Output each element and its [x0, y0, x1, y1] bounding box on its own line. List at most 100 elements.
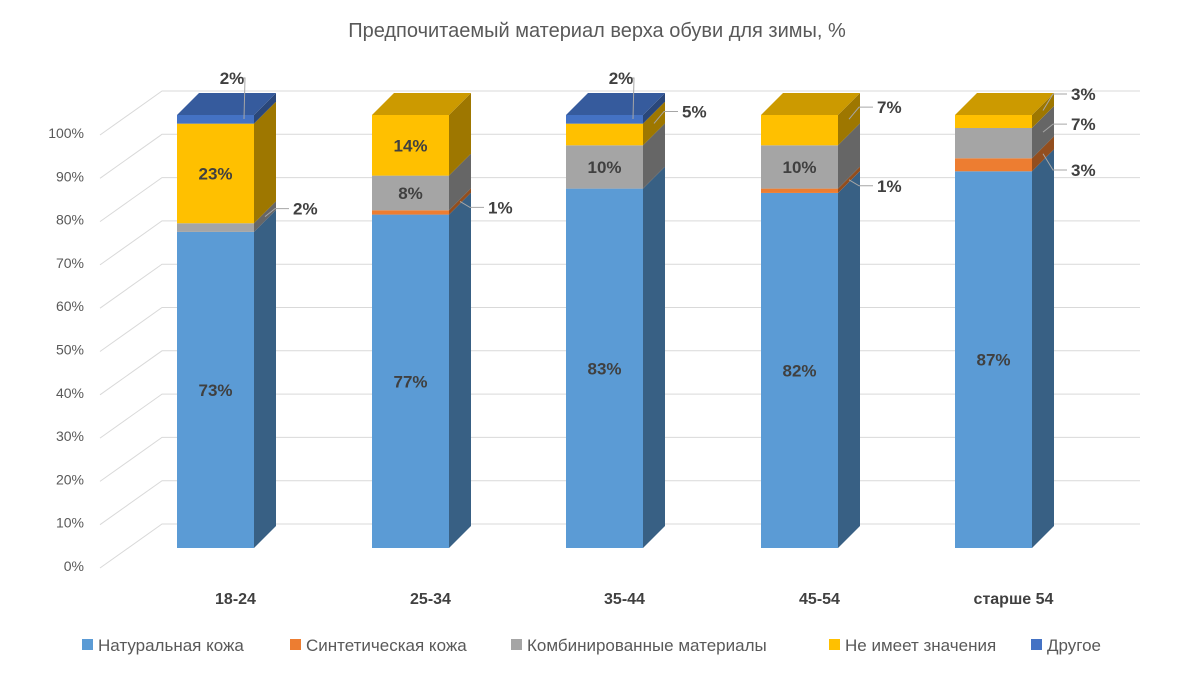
legend-label: Не имеет значения — [845, 636, 996, 655]
leader-line — [848, 179, 873, 187]
data-label: 87% — [976, 351, 1010, 370]
bar-segment-side — [1032, 149, 1054, 549]
bar-segment — [761, 115, 838, 146]
bar-segment — [566, 188, 643, 549]
leader-line — [653, 110, 678, 124]
leader-line — [237, 77, 246, 120]
leader-line — [1042, 93, 1067, 111]
bar-segment — [372, 214, 449, 548]
y-tick-label: 40% — [56, 385, 84, 401]
bar-top — [566, 93, 665, 115]
data-label: 1% — [877, 177, 902, 196]
legend-label: Другое — [1047, 636, 1101, 655]
bar-segment — [177, 231, 254, 548]
bar-segment — [372, 210, 449, 215]
bar-segment-side — [449, 153, 471, 211]
data-label: 77% — [393, 372, 427, 391]
data-label: 8% — [398, 184, 423, 203]
y-tick-label: 30% — [56, 428, 84, 444]
bar-segment — [761, 145, 838, 189]
bar-segment — [566, 145, 643, 189]
y-tick-label: 60% — [56, 298, 84, 314]
legend-label: Комбинированные материалы — [527, 636, 767, 655]
legend-swatch — [290, 639, 301, 650]
data-label: 14% — [393, 136, 427, 155]
bar-segment — [177, 115, 254, 124]
x-category-label: 25-34 — [410, 591, 451, 608]
leader-line — [264, 208, 289, 217]
bar-segment-side — [643, 123, 665, 189]
bar-segment-side — [449, 188, 471, 215]
data-label: 83% — [587, 359, 621, 378]
leader-line — [1042, 123, 1067, 133]
bar-segment — [372, 115, 449, 176]
bar-segment-side — [838, 123, 860, 189]
x-axis-categories: 18-24 25-34 35-44 45-54 старше 54 — [215, 591, 1054, 608]
data-label: 10% — [782, 158, 816, 177]
bar-segment — [761, 188, 838, 193]
leader-line — [459, 200, 484, 208]
chart-title: Предпочитаемый материал верха обуви для … — [348, 20, 846, 42]
bar-segment-side — [838, 170, 860, 548]
y-tick-label: 0% — [64, 558, 84, 574]
data-label: 7% — [877, 98, 902, 117]
x-category-label: 35-44 — [604, 591, 645, 608]
y-tick-label: 70% — [56, 255, 84, 271]
legend-swatch — [82, 639, 93, 650]
y-tick-label: 90% — [56, 168, 84, 184]
bar-segment — [566, 123, 643, 146]
data-label: 82% — [782, 361, 816, 380]
x-category-label: старше 54 — [974, 591, 1054, 608]
data-label: 5% — [682, 102, 707, 121]
bar-segment-side — [449, 93, 471, 176]
bar-segment — [761, 192, 838, 548]
bar-segment — [955, 171, 1032, 549]
bar-segment-side — [643, 93, 665, 124]
legend-swatch — [511, 639, 522, 650]
bar-segment-side — [254, 209, 276, 548]
data-label: 23% — [198, 164, 232, 183]
data-label: 10% — [587, 158, 621, 177]
legend-swatch — [1031, 639, 1042, 650]
legend-swatch — [829, 639, 840, 650]
leader-line — [1042, 153, 1067, 171]
bar-segment — [955, 127, 1032, 159]
legend-label: Синтетическая кожа — [306, 636, 467, 655]
y-tick-label: 20% — [56, 471, 84, 487]
data-labels: 73% 2% 23% 2% 77% 1% 8% 14% 83% 10% 5% 2% 82% 1% 10% 7%… — [198, 69, 1095, 400]
y-tick-label: 50% — [56, 342, 84, 358]
bar-segment-side — [449, 192, 471, 548]
y-tick-label: 100% — [48, 125, 84, 141]
data-label: 2% — [609, 69, 634, 88]
data-label: 3% — [1071, 85, 1096, 104]
bar-segment — [955, 158, 1032, 172]
data-label: 2% — [220, 69, 245, 88]
bar-top — [955, 93, 1054, 115]
bar-segment — [177, 223, 254, 232]
y-tick-label: 10% — [56, 515, 84, 531]
data-label: 73% — [198, 381, 232, 400]
data-label: 2% — [293, 200, 318, 219]
x-category-label: 18-24 — [215, 591, 256, 608]
bar-segment-side — [254, 101, 276, 224]
data-label: 7% — [1071, 115, 1096, 134]
bar-segment — [177, 123, 254, 224]
gridline — [99, 90, 1140, 136]
bar-segment-side — [643, 166, 665, 549]
legend-label: Натуральная кожа — [98, 636, 244, 655]
bars — [177, 93, 1054, 549]
data-label: 3% — [1071, 161, 1096, 180]
bar-top — [177, 93, 276, 115]
bar-segment — [955, 115, 1032, 128]
leader-line — [848, 106, 873, 120]
bar-top — [761, 93, 860, 115]
x-category-label: 45-54 — [799, 591, 840, 608]
leader-line — [626, 77, 635, 120]
legend: Натуральная кожа Синтетическая кожа Комбин… — [82, 636, 1101, 655]
data-label: 1% — [488, 198, 513, 217]
bar-top — [372, 93, 471, 115]
bar-segment — [566, 115, 643, 124]
bar-segment — [372, 175, 449, 211]
y-axis-ticks: 0% 10% 20% 30% 40% 50% 60% 70% 80% 90% 100% — [48, 125, 84, 574]
